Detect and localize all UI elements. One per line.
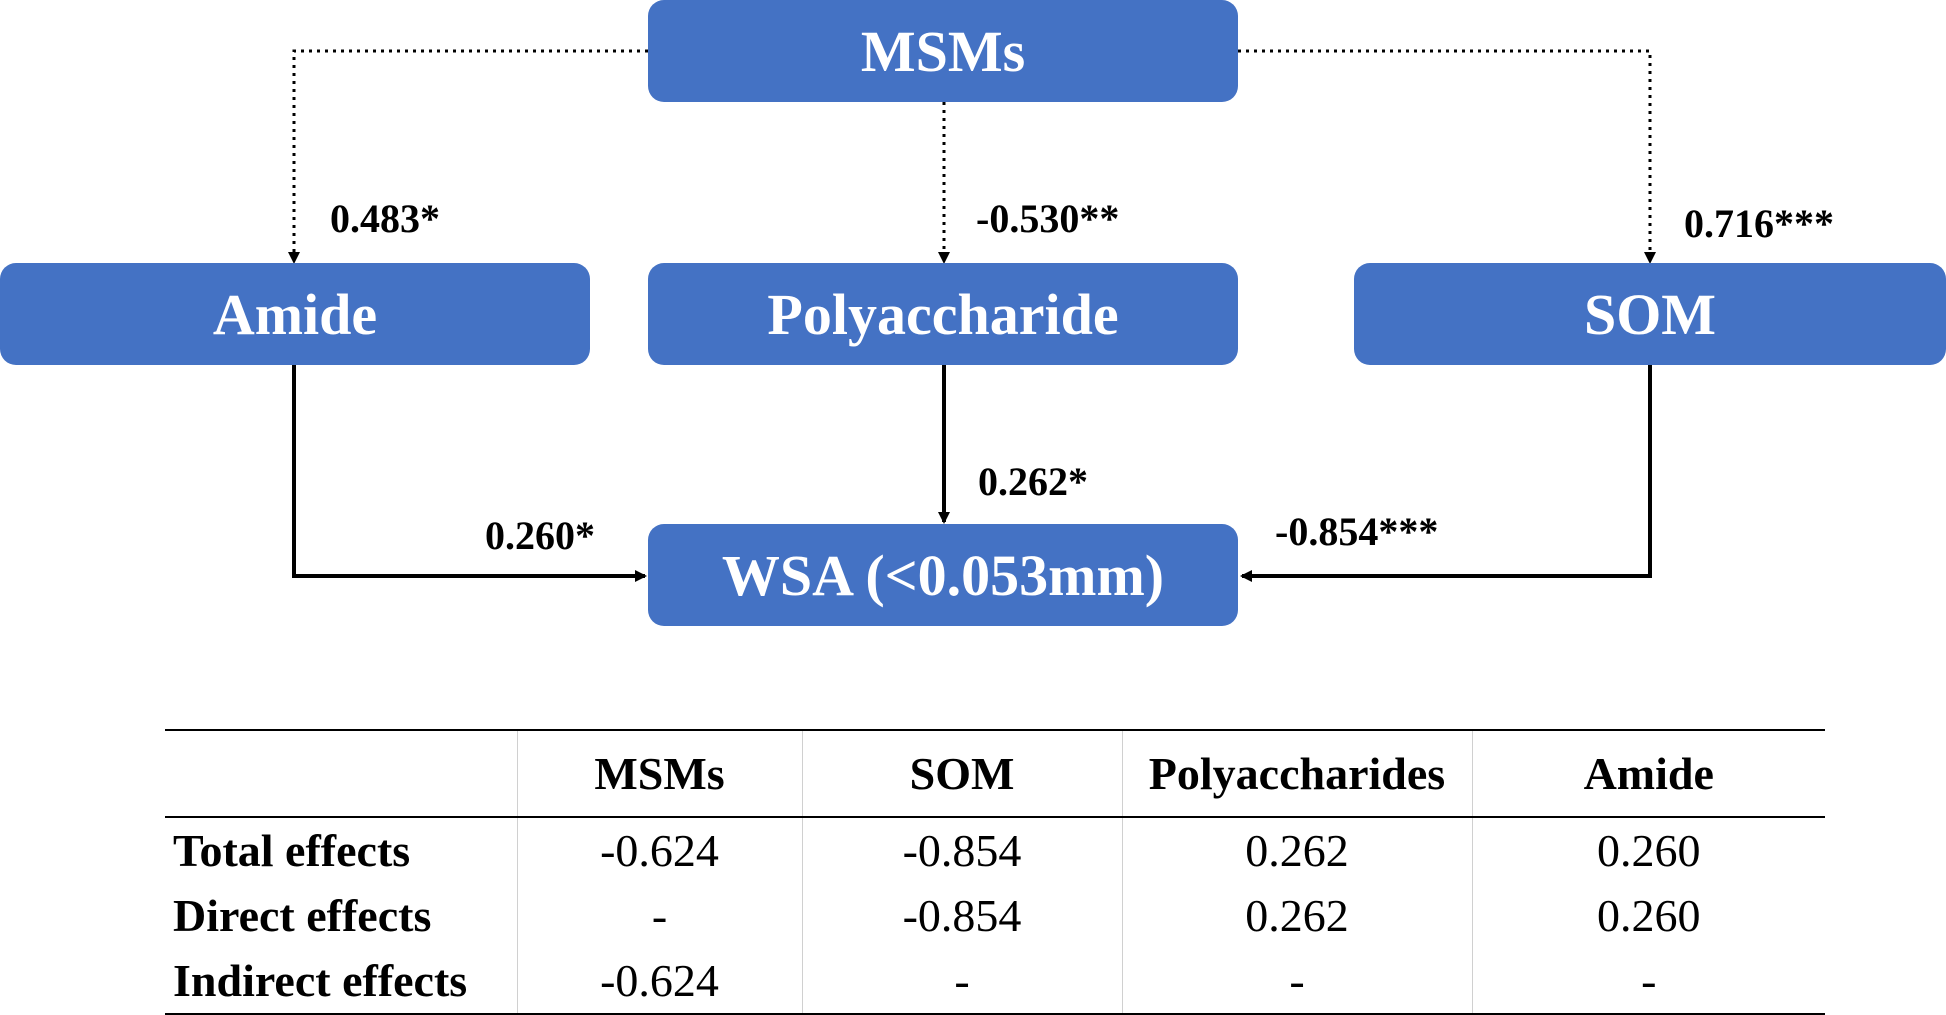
table-cell: 0.260 — [1471, 817, 1825, 883]
node-wsa: WSA (<0.053mm) — [648, 524, 1238, 626]
node-amide: Amide — [0, 263, 590, 365]
node-msms: MSMs — [648, 0, 1238, 102]
table-header-row: MSMs SOM Polyaccharides Amide — [165, 730, 1825, 817]
coef-msms-som: 0.716*** — [1684, 201, 1834, 246]
coef-msms-polysaccharide: -0.530** — [976, 196, 1120, 241]
table-cell: -0.854 — [801, 883, 1122, 948]
table-cell: -0.624 — [516, 817, 802, 883]
table-cell: - — [516, 883, 802, 948]
table-row: Indirect effects -0.624 - - - — [165, 948, 1825, 1014]
table-cell: 0.262 — [1121, 883, 1472, 948]
table-cell: - — [1121, 948, 1472, 1014]
arrow-amide-to-wsa — [292, 365, 647, 582]
column-header: SOM — [801, 730, 1122, 817]
node-som-label: SOM — [1583, 281, 1717, 347]
coef-polysaccharide-wsa: 0.262* — [978, 459, 1088, 504]
table-row: Direct effects - -0.854 0.262 0.260 — [165, 883, 1825, 948]
table-row: Total effects -0.624 -0.854 0.262 0.260 — [165, 817, 1825, 883]
table-cell: 0.262 — [1121, 817, 1472, 883]
row-label: Direct effects — [173, 890, 432, 941]
coef-amide-wsa: 0.260* — [485, 513, 595, 558]
row-label: Indirect effects — [173, 955, 468, 1006]
node-polysaccharide: Polyaccharide — [648, 263, 1238, 365]
coef-som-wsa: -0.854*** — [1275, 509, 1439, 554]
effects-table: MSMs SOM Polyaccharides Amide Total effe… — [165, 729, 1825, 1015]
node-wsa-label: WSA (<0.053mm) — [721, 542, 1165, 608]
arrow-msms-to-som — [1238, 49, 1656, 264]
table-cell: -0.624 — [516, 948, 802, 1014]
table-cell: - — [801, 948, 1122, 1014]
node-polysaccharide-label: Polyaccharide — [767, 281, 1119, 347]
coef-msms-amide: 0.483* — [330, 196, 440, 241]
node-som: SOM — [1354, 263, 1946, 365]
arrow-som-to-wsa — [1240, 365, 1652, 582]
column-header — [165, 730, 517, 817]
table-cell: 0.260 — [1471, 883, 1825, 948]
column-header: MSMs — [516, 730, 802, 817]
node-msms-label: MSMs — [860, 18, 1026, 84]
table-cell: -0.854 — [801, 817, 1122, 883]
node-amide-label: Amide — [212, 281, 378, 347]
column-header: Polyaccharides — [1121, 730, 1472, 817]
column-header: Amide — [1471, 730, 1825, 817]
row-label: Total effects — [173, 825, 411, 876]
arrow-msms-to-amide — [288, 49, 648, 264]
table-cell: - — [1471, 948, 1825, 1014]
